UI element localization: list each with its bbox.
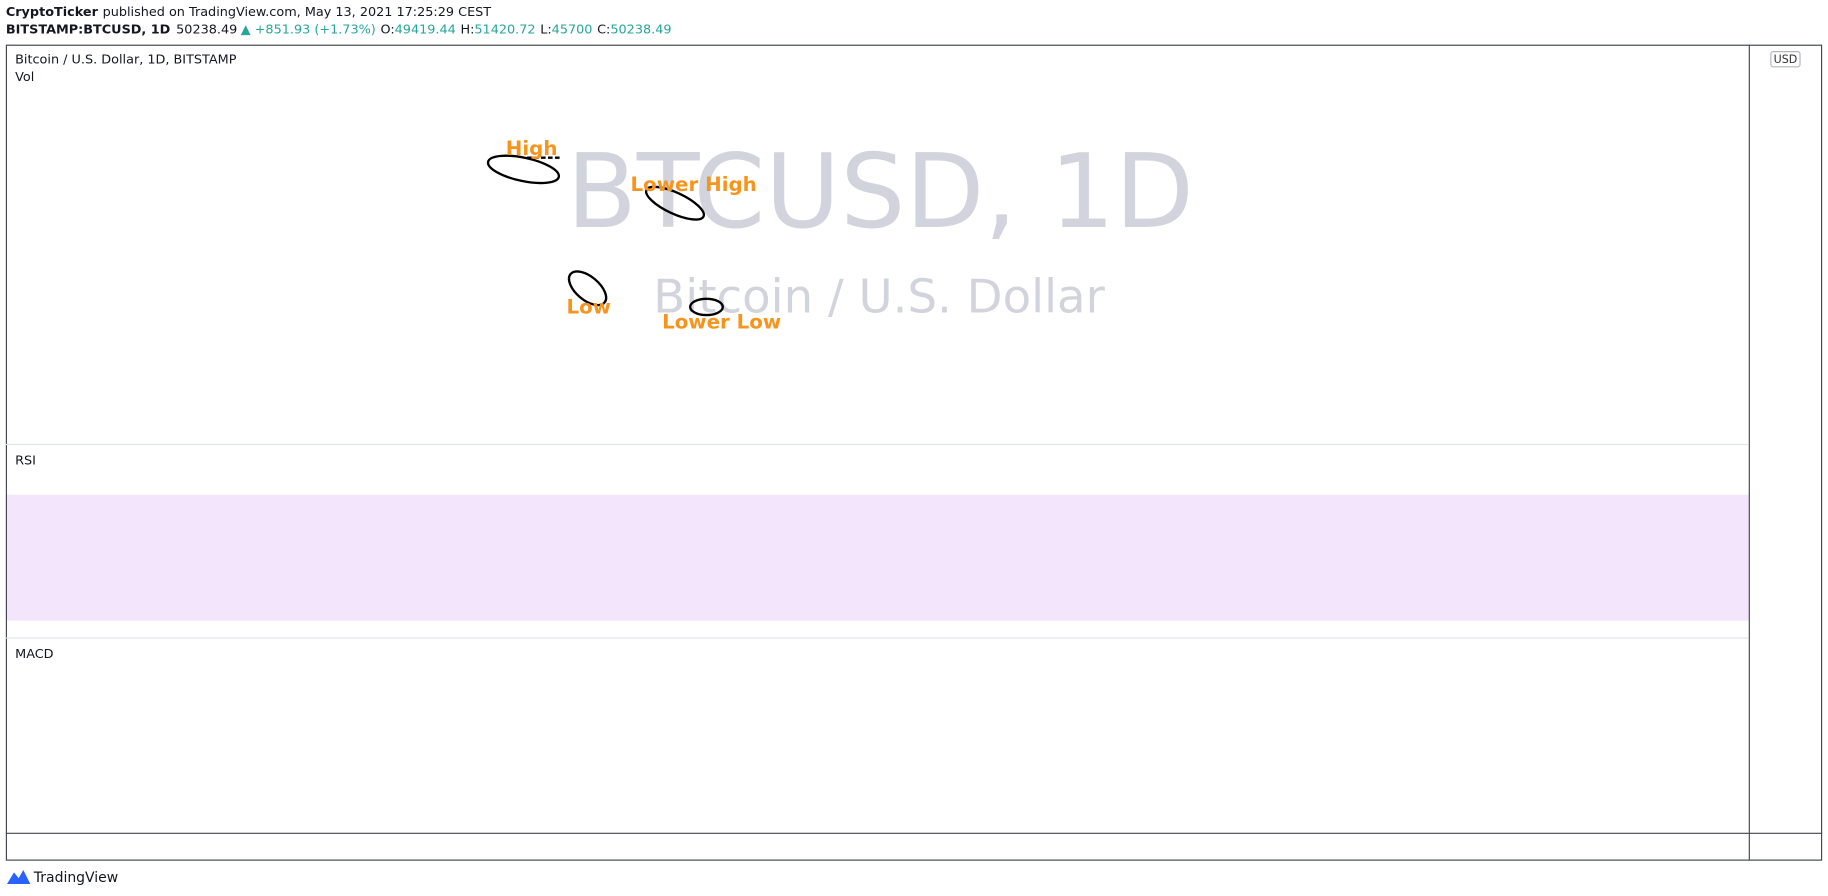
ellipse — [486, 154, 561, 185]
ellipse — [688, 297, 724, 317]
annotation: Lower High — [631, 173, 757, 196]
c-label: C: — [597, 22, 610, 37]
drawings — [486, 154, 724, 317]
open-value: 49419.44 — [395, 22, 456, 37]
published: published on TradingView.com, May 13, 20… — [103, 4, 492, 19]
annotation: High — [506, 137, 558, 160]
watermark-subtitle: Bitcoin / U.S. Dollar — [653, 269, 1105, 323]
logo — [6, 870, 31, 885]
close-value: 50238.49 — [610, 22, 671, 37]
footer[interactable]: TradingView — [33, 870, 118, 886]
volume-title: Vol — [15, 70, 34, 85]
chart-title: Bitcoin / U.S. Dollar, 1D, BITSTAMP — [15, 52, 237, 67]
l-label: L: — [540, 22, 551, 37]
last-price: 50238.49 — [176, 22, 237, 37]
frame — [5, 44, 1823, 861]
pane-separators — [5, 443, 1749, 639]
h-label: H: — [460, 22, 474, 37]
change: ▲ +851.93 (+1.73%) — [241, 22, 376, 37]
symbol-line: BITSTAMP:BTCUSD, 1D 50238.49 ▲ +851.93 (+1… — [6, 22, 672, 37]
high-value: 51420.72 — [474, 22, 535, 37]
macd-title: MACD — [15, 647, 54, 662]
publisher[interactable]: CryptoTicker — [6, 4, 99, 19]
rsi-band — [5, 494, 1749, 621]
rsi-title: RSI — [15, 453, 36, 468]
o-label: O: — [380, 22, 394, 37]
ellipse — [644, 185, 706, 221]
currency-box[interactable] — [1770, 51, 1801, 68]
currency: USD — [1774, 53, 1798, 66]
watermark: BTCUSD, 1D — [567, 133, 1194, 252]
header-line: CryptoTicker published on TradingView.com… — [6, 4, 491, 19]
annotation: Lower Low — [662, 311, 781, 334]
symbol: BITSTAMP:BTCUSD, 1D — [6, 22, 170, 37]
annotation: Low — [566, 296, 611, 319]
low-value: 45700 — [552, 22, 593, 37]
ellipse — [567, 270, 608, 307]
frame-border — [5, 44, 1823, 861]
